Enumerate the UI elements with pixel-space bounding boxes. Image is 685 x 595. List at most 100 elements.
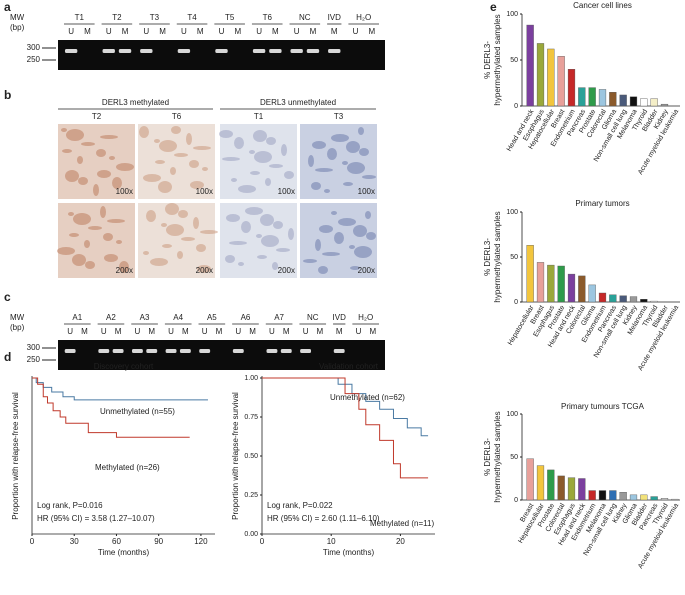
x-tick-label: 30 [70,537,79,546]
lane-label: M [369,27,376,36]
lane-label: U [356,327,362,336]
annotation: Log rank, P=0.022 [267,501,333,510]
x-axis-title: Time (months) [98,548,150,557]
bar [557,265,565,303]
band [64,349,76,353]
tissue [234,137,244,149]
tissue [327,148,337,160]
tissue [177,251,183,259]
tissue [359,148,369,156]
annotation: HR (95% CI) = 2.60 (1.11–6.10) [267,514,380,523]
axis [521,414,680,501]
group-label: H₂O [356,13,371,22]
lane-label: M [283,327,290,336]
band [98,349,110,353]
tissue [284,171,294,179]
bar [629,96,638,107]
magnification: 100x [278,187,295,196]
group-label: IVD [333,313,347,322]
tissue [318,266,328,274]
group-label: A6 [241,313,251,322]
series-label: Methylated (n=26) [95,463,160,472]
y-axis-title: hypermethylated samples [493,211,502,302]
histology-image [58,203,135,278]
tissue [358,127,364,135]
bar [640,98,648,107]
magnification: 200x [196,266,213,275]
tissue [84,240,90,248]
series-label: Methylated (n=11) [370,519,434,528]
panel-letter: d [4,350,11,364]
group-label: A1 [72,313,82,322]
tissue [112,177,122,189]
gel [58,40,385,70]
group-label: A7 [274,313,284,322]
chart-title: Validation cohort [319,362,379,371]
tissue [181,237,195,241]
tissue [196,244,206,252]
lane-label: U [68,27,74,36]
bar [640,494,648,501]
bar [588,284,596,303]
band [266,349,278,353]
tissue [193,217,199,229]
bar [598,89,607,107]
bar [578,478,586,501]
y-tick-label: 0.00 [244,531,258,538]
tissue [166,224,184,236]
group-label: T2 [112,13,122,22]
group-label: IVD [328,13,342,22]
magnification: 200x [358,266,375,275]
tissue [100,135,118,139]
group-label: A4 [173,313,183,322]
lane-label: M [182,327,189,336]
y-tick-label: 0 [514,497,518,504]
bar [536,43,545,107]
y-axis-title: % DERL3- [483,238,492,276]
histology-image [300,124,377,199]
tissue [81,142,95,146]
tissue [238,262,244,266]
panel-letter: c [4,290,11,304]
histology-image [138,203,215,278]
panel-letter: e [490,0,497,14]
bar [598,490,607,501]
group-label: DERL3 methylated [102,98,169,107]
series-label: Unmethylated (n=55) [100,407,175,416]
tissue [174,153,188,157]
x-tick-label: 10 [327,537,336,546]
tissue [253,130,267,142]
tissue [78,177,88,185]
tissue [260,214,274,226]
group-label: A3 [140,313,150,322]
band [328,49,341,53]
group-label: A5 [207,313,217,322]
tissue [189,160,199,168]
tissue [93,184,99,196]
bar [588,490,596,501]
y-tick-label: 0 [514,299,518,306]
magnification: 200x [278,266,295,275]
band [112,349,124,353]
y-tick-label: 50 [510,254,518,261]
lane-label: U [181,27,187,36]
bar [671,498,679,501]
band [102,49,115,53]
tissue [68,212,74,216]
tissue [334,232,344,244]
tissue [350,266,360,270]
tissue [107,219,125,223]
tissue [265,178,271,186]
tissue [349,245,355,249]
tissue [331,134,349,142]
lane-label: U [202,327,208,336]
chart-title: Discovery cohort [94,362,154,371]
histology-image [220,203,297,278]
tissue [229,241,247,245]
bar [547,264,555,303]
marker-label: 300 [27,343,41,352]
y-tick-label: 100 [506,209,518,216]
tissue [250,171,260,175]
sample-label: T2 [92,112,102,121]
bar [567,273,576,303]
